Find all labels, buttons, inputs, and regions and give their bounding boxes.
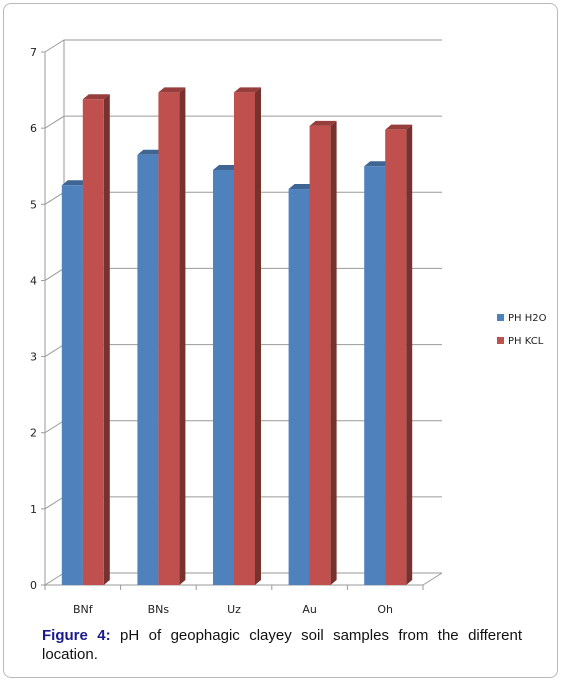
legend: PH H2O PH KCL — [497, 313, 547, 347]
x-tick-label: Au — [302, 603, 317, 616]
y-tick-label: 1 — [30, 503, 37, 516]
x-tick-label: Uz — [227, 603, 241, 616]
y-tick-label: 4 — [30, 274, 37, 287]
y-tick-label: 2 — [30, 427, 37, 440]
x-tick-label: BNf — [73, 603, 94, 616]
bar-ph-kcl-oh — [385, 129, 407, 585]
gridline — [44, 39, 442, 53]
y-tick-label: 0 — [30, 579, 37, 592]
x-tick-label: Oh — [377, 603, 393, 616]
bar-top — [137, 149, 165, 155]
y-tick-label: 5 — [30, 198, 37, 211]
bar-ph-kcl-bnf — [82, 99, 104, 586]
y-tick-label: 6 — [30, 122, 37, 135]
caption-text: pH of geophagic clayey soil samples from… — [42, 627, 522, 663]
bar-top — [364, 161, 392, 167]
bar-side — [406, 124, 413, 585]
y-tick-label: 3 — [30, 351, 37, 364]
bar-ph-kcl-bns — [158, 92, 180, 585]
bar-top — [213, 165, 240, 171]
x-axis-ticks: BNf BNs Uz Au Oh — [44, 585, 424, 616]
bar-top — [61, 180, 89, 186]
y-axis-ticks: 0 1 2 3 4 5 6 7 — [30, 46, 45, 592]
caption-label: Figure 4: — [42, 627, 111, 644]
bars — [61, 87, 413, 586]
legend-swatch — [497, 314, 504, 321]
bar-top — [82, 94, 110, 100]
bar-side — [330, 120, 337, 585]
legend-label: PH H2O — [508, 313, 547, 324]
bar-top — [309, 120, 337, 126]
bar-ph-h2o-bnf — [61, 185, 83, 585]
floor-right-edge — [422, 572, 443, 586]
bar-ph-h2o-bns — [137, 154, 159, 586]
bar-side — [179, 87, 186, 585]
legend-label: PH KCL — [508, 336, 544, 347]
bar-top — [385, 124, 413, 130]
bar-ph-kcl-uz — [234, 92, 255, 585]
bar-ph-h2o-uz — [213, 170, 234, 585]
bar-top — [158, 87, 186, 93]
figure-caption: Figure 4: pH of geophagic clayey soil sa… — [42, 626, 522, 664]
bar-top — [288, 184, 316, 190]
bar-ph-h2o-au — [288, 189, 310, 586]
bar-ph-kcl-au — [309, 125, 331, 585]
legend-swatch — [497, 337, 504, 344]
y-tick-label: 7 — [30, 46, 37, 59]
bar-top — [234, 87, 261, 93]
x-tick-label: BNs — [148, 603, 170, 616]
bar-ph-h2o-oh — [364, 166, 386, 585]
bar-side — [103, 94, 110, 586]
bar-side — [255, 87, 261, 585]
gridline — [44, 115, 442, 129]
